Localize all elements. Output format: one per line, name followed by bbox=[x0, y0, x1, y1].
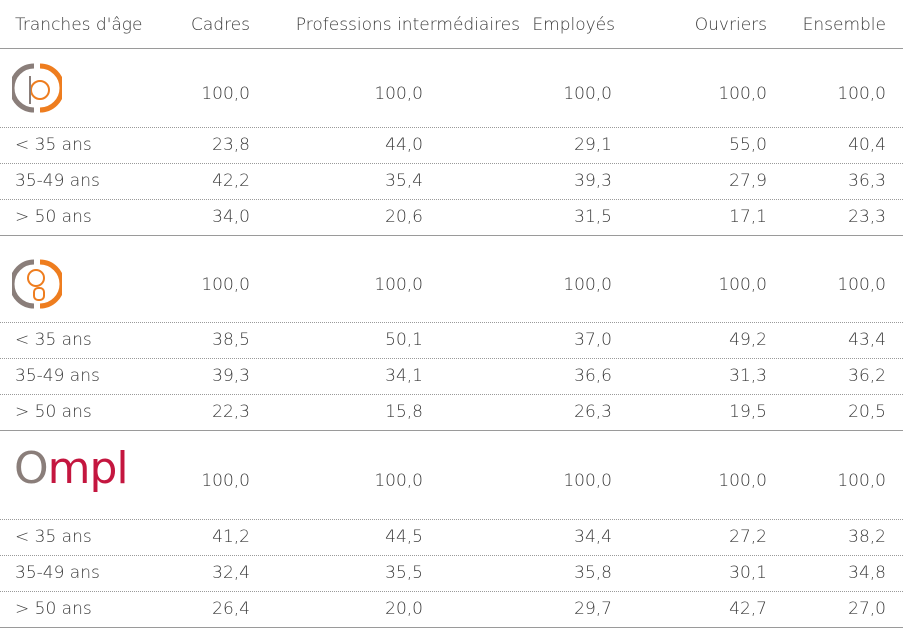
header-rule bbox=[0, 48, 903, 49]
total-cell: 100,0 bbox=[718, 83, 767, 104]
value-cell: 35,5 bbox=[385, 563, 423, 583]
value-cell: 39,3 bbox=[574, 171, 612, 191]
value-cell: 44,0 bbox=[385, 135, 423, 155]
value-cell: 23,8 bbox=[212, 135, 250, 155]
value-cell: 34,1 bbox=[385, 366, 423, 386]
value-cell: 38,5 bbox=[212, 330, 250, 350]
total-cell: 100,0 bbox=[837, 470, 886, 491]
value-cell: 34,0 bbox=[212, 207, 250, 227]
value-cell: 36,6 bbox=[574, 366, 612, 386]
total-cell: 100,0 bbox=[837, 83, 886, 104]
column-header: Professions intermédiaires bbox=[295, 15, 520, 35]
total-cell: 100,0 bbox=[374, 83, 423, 104]
value-cell: 44,5 bbox=[385, 527, 423, 547]
column-header: Tranches d'âge bbox=[15, 15, 143, 35]
value-cell: 15,8 bbox=[385, 402, 423, 422]
total-cell: 100,0 bbox=[201, 274, 250, 295]
total-cell: 100,0 bbox=[563, 83, 612, 104]
value-cell: 20,0 bbox=[385, 599, 423, 619]
value-cell: 42,2 bbox=[212, 171, 250, 191]
value-cell: 17,1 bbox=[729, 207, 767, 227]
total-cell: 100,0 bbox=[374, 470, 423, 491]
value-cell: 22,3 bbox=[212, 402, 250, 422]
value-cell: 35,8 bbox=[574, 563, 612, 583]
total-cell: 100,0 bbox=[563, 470, 612, 491]
total-cell: 100,0 bbox=[837, 274, 886, 295]
row-rule bbox=[0, 163, 903, 164]
value-cell: 31,3 bbox=[729, 366, 767, 386]
value-cell: 29,7 bbox=[574, 599, 612, 619]
value-cell: 41,2 bbox=[212, 527, 250, 547]
total-cell: 100,0 bbox=[718, 274, 767, 295]
row-rule bbox=[0, 127, 903, 128]
value-cell: 38,2 bbox=[848, 527, 886, 547]
row-rule bbox=[0, 358, 903, 359]
value-cell: 35,4 bbox=[385, 171, 423, 191]
value-cell: 19,5 bbox=[729, 402, 767, 422]
value-cell: 36,2 bbox=[848, 366, 886, 386]
value-cell: 31,5 bbox=[574, 207, 612, 227]
value-cell: 27,9 bbox=[729, 171, 767, 191]
row-rule bbox=[0, 555, 903, 556]
value-cell: 27,0 bbox=[848, 599, 886, 619]
row-rule bbox=[0, 235, 903, 236]
value-cell: 30,1 bbox=[729, 563, 767, 583]
value-cell: 36,3 bbox=[848, 171, 886, 191]
row-label: > 50 ans bbox=[15, 402, 92, 422]
value-cell: 20,6 bbox=[385, 207, 423, 227]
logo-icon bbox=[12, 63, 62, 113]
row-rule bbox=[0, 394, 903, 395]
total-cell: 100,0 bbox=[201, 83, 250, 104]
total-cell: 100,0 bbox=[563, 274, 612, 295]
column-header: Ensemble bbox=[802, 15, 886, 35]
total-cell: 100,0 bbox=[201, 470, 250, 491]
row-rule bbox=[0, 519, 903, 520]
row-label: < 35 ans bbox=[15, 330, 92, 350]
row-label: 35-49 ans bbox=[15, 171, 100, 191]
value-cell: 29,1 bbox=[574, 135, 612, 155]
value-cell: 37,0 bbox=[574, 330, 612, 350]
value-cell: 49,2 bbox=[729, 330, 767, 350]
value-cell: 34,4 bbox=[574, 527, 612, 547]
row-label: 35-49 ans bbox=[15, 366, 100, 386]
value-cell: 26,3 bbox=[574, 402, 612, 422]
brand-logo: Ompl bbox=[14, 443, 129, 494]
value-cell: 32,4 bbox=[212, 563, 250, 583]
logo-icon bbox=[12, 259, 62, 309]
value-cell: 26,4 bbox=[212, 599, 250, 619]
row-label: 35-49 ans bbox=[15, 563, 100, 583]
value-cell: 40,4 bbox=[848, 135, 886, 155]
row-label: > 50 ans bbox=[15, 207, 92, 227]
total-cell: 100,0 bbox=[718, 470, 767, 491]
row-rule bbox=[0, 322, 903, 323]
value-cell: 39,3 bbox=[212, 366, 250, 386]
value-cell: 23,3 bbox=[848, 207, 886, 227]
row-label: < 35 ans bbox=[15, 135, 92, 155]
value-cell: 50,1 bbox=[385, 330, 423, 350]
value-cell: 55,0 bbox=[729, 135, 767, 155]
column-header: Cadres bbox=[190, 15, 250, 35]
row-rule bbox=[0, 591, 903, 592]
value-cell: 43,4 bbox=[848, 330, 886, 350]
value-cell: 27,2 bbox=[729, 527, 767, 547]
row-label: < 35 ans bbox=[15, 527, 92, 547]
value-cell: 34,8 bbox=[848, 563, 886, 583]
row-rule bbox=[0, 430, 903, 431]
value-cell: 20,5 bbox=[848, 402, 886, 422]
row-rule bbox=[0, 627, 903, 628]
column-header: Ouvriers bbox=[694, 15, 767, 35]
column-header: Employés bbox=[532, 15, 615, 35]
total-cell: 100,0 bbox=[374, 274, 423, 295]
value-cell: 42,7 bbox=[729, 599, 767, 619]
row-label: > 50 ans bbox=[15, 599, 92, 619]
row-rule bbox=[0, 199, 903, 200]
